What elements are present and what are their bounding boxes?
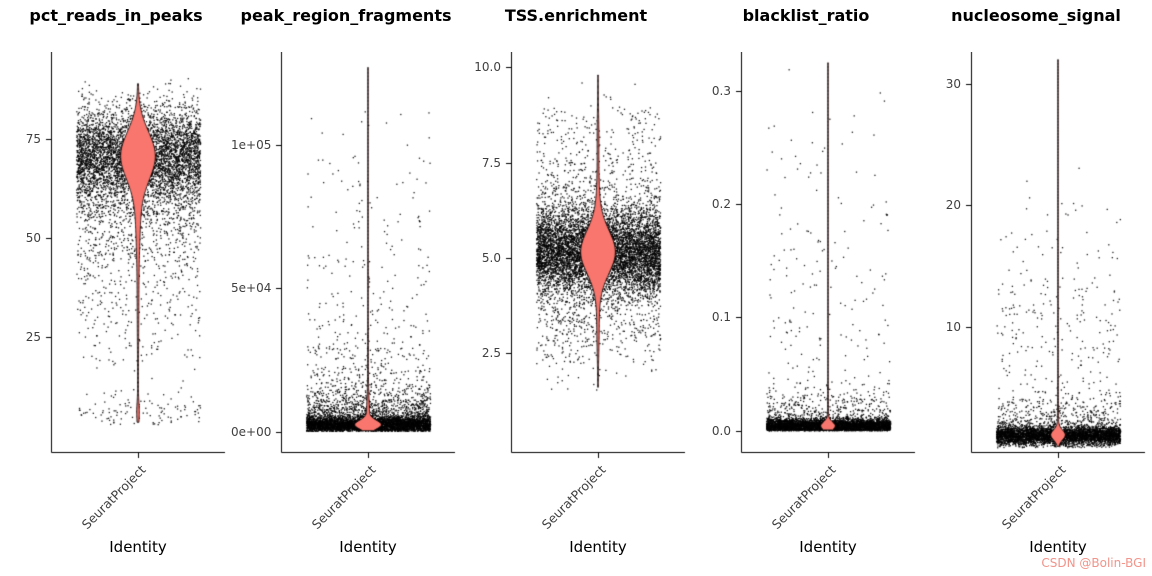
x-tick-label: SeuratProject [768,462,839,533]
y-tick-label: 7.5 [481,155,501,170]
y-tick-label: 30 [945,76,961,91]
y-tick-label: 10.0 [474,60,501,75]
x-axis-title: Identity [109,538,167,556]
panel-TSS.enrichment: TSS.enrichment 2.5 5.0 7.5 10.0 SeuratProject… [461,0,691,576]
y-tick-label: 0.3 [711,84,731,99]
y-tick-label: 0.2 [711,197,731,212]
panel-title: pct_reads_in_peaks [29,6,203,25]
violin-plot-canvas [271,52,457,464]
panel-title: TSS.enrichment [504,6,648,25]
panel-peak_region_fragments: peak_region_fragments 0e+00 5e+04 1e+05 Seur… [231,0,461,576]
panel-nucleosome_signal: nucleosome_signal 10 20 30 SeuratProject Iden… [921,0,1151,576]
panel-title: blacklist_ratio [742,6,870,25]
y-tick-label: 0.0 [711,423,731,438]
x-tick-label: SeuratProject [538,462,609,533]
panel-title: peak_region_fragments [240,6,452,25]
x-axis-title: Identity [339,538,397,556]
x-axis-title: Identity [799,538,857,556]
y-tick-label: 25 [25,330,41,345]
y-tick-label: 5e+04 [231,281,272,296]
watermark: CSDN @Bolin-BGI [1041,556,1146,570]
panel-blacklist_ratio: blacklist_ratio 0.0 0.1 0.2 0.3 SeuratProject… [691,0,921,576]
violin-plot-canvas [961,52,1147,464]
violin-plot-canvas [41,52,227,464]
y-tick-label: 0e+00 [231,424,272,439]
y-tick-label: 2.5 [481,346,501,360]
y-tick-label: 20 [945,198,961,213]
x-tick-label: SeuratProject [308,462,379,533]
x-tick-label: SeuratProject [78,462,149,533]
y-tick-label: 50 [25,231,41,246]
x-axis-title: Identity [1029,538,1087,556]
y-tick-label: 10 [945,319,961,334]
x-axis-title: Identity [569,538,627,556]
x-tick-label: SeuratProject [998,462,1069,533]
y-tick-label: 75 [25,132,41,147]
y-tick-label: 0.1 [711,310,731,325]
y-tick-label: 5.0 [481,250,501,265]
y-tick-label: 1e+05 [231,137,272,152]
panel-title: nucleosome_signal [951,6,1121,25]
violin-plot-canvas [501,52,687,464]
violin-plot-canvas [731,52,917,464]
panel-pct_reads_in_peaks: pct_reads_in_peaks 25 50 75 SeuratProject Ide… [1,0,231,576]
